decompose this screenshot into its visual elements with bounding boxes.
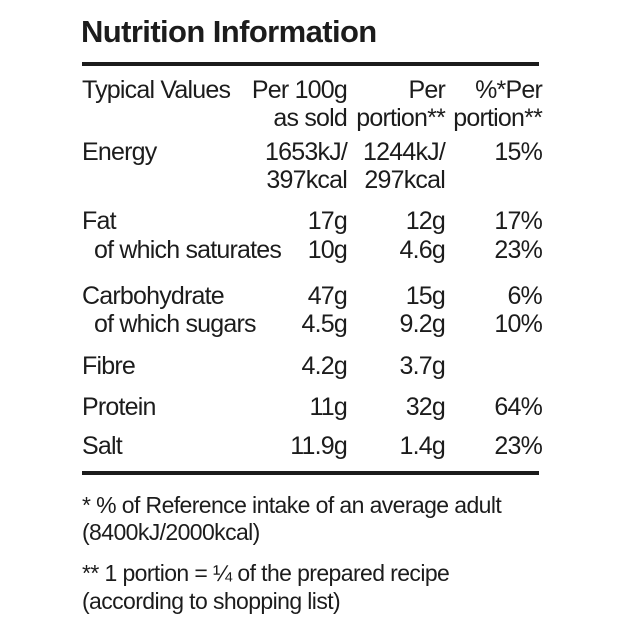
page-title: Nutrition Information (81, 14, 377, 49)
value-per-100g: 397kcal (266, 166, 347, 194)
nutrient-label: Salt (82, 432, 123, 460)
header-ri-per-portion: %*Per (475, 76, 543, 104)
value-per-100g: 11g (309, 393, 348, 421)
value-per-portion: 15g (405, 282, 446, 310)
value-per-portion: 3.7g (399, 352, 446, 380)
value-per-portion: 4.6g (399, 236, 446, 264)
header-portion-ri: portion** (453, 104, 543, 132)
value-ri: 15% (494, 138, 542, 166)
nutrient-label: Fat (82, 207, 117, 235)
footnote-reference-intake: * % of Reference intake of an average ad… (82, 492, 502, 518)
header-per-100g: Per 100g (251, 76, 348, 104)
header-portion: portion** (356, 104, 446, 132)
bottom-divider (82, 471, 539, 475)
nutrient-label: Protein (82, 393, 156, 421)
value-per-100g: 47g (307, 282, 348, 310)
value-ri: 64% (494, 393, 542, 421)
value-per-100g: 10g (307, 236, 348, 264)
value-ri: 23% (494, 236, 542, 264)
value-per-portion: 32g (405, 393, 446, 421)
value-ri: 10% (494, 310, 542, 338)
value-per-portion: 9.2g (399, 310, 446, 338)
value-per-100g: 1653kJ/ (265, 138, 348, 166)
footnote-portion-note: (according to shopping list) (82, 588, 341, 614)
header-typical-values: Typical Values (82, 76, 231, 104)
value-per-portion: 297kcal (364, 166, 445, 194)
value-per-portion: 12g (405, 207, 446, 235)
nutrient-label: of which sugars (94, 310, 257, 338)
value-ri: 23% (494, 432, 542, 460)
footnote-portion: ** 1 portion = ¼ of the prepared recipe (82, 560, 450, 586)
value-per-portion: 1244kJ/ (363, 138, 446, 166)
value-per-100g: 4.2g (301, 352, 348, 380)
header-as-sold: as sold (273, 104, 347, 132)
value-per-100g: 4.5g (301, 310, 348, 338)
nutrient-label: Fibre (82, 352, 136, 380)
value-ri: 17% (494, 207, 542, 235)
footnote-reference-intake-values: (8400kJ/2000kcal) (82, 519, 260, 545)
value-per-100g: 11.9g (290, 432, 348, 460)
value-per-portion: 1.4g (399, 432, 446, 460)
header-per-portion: Per (408, 76, 445, 104)
nutrient-label: Energy (82, 138, 157, 166)
value-ri: 6% (507, 282, 542, 310)
nutrient-label: Carbohydrate (82, 282, 225, 310)
value-per-100g: 17g (307, 207, 348, 235)
nutrient-label: of which saturates (94, 236, 282, 264)
top-divider (82, 62, 539, 66)
